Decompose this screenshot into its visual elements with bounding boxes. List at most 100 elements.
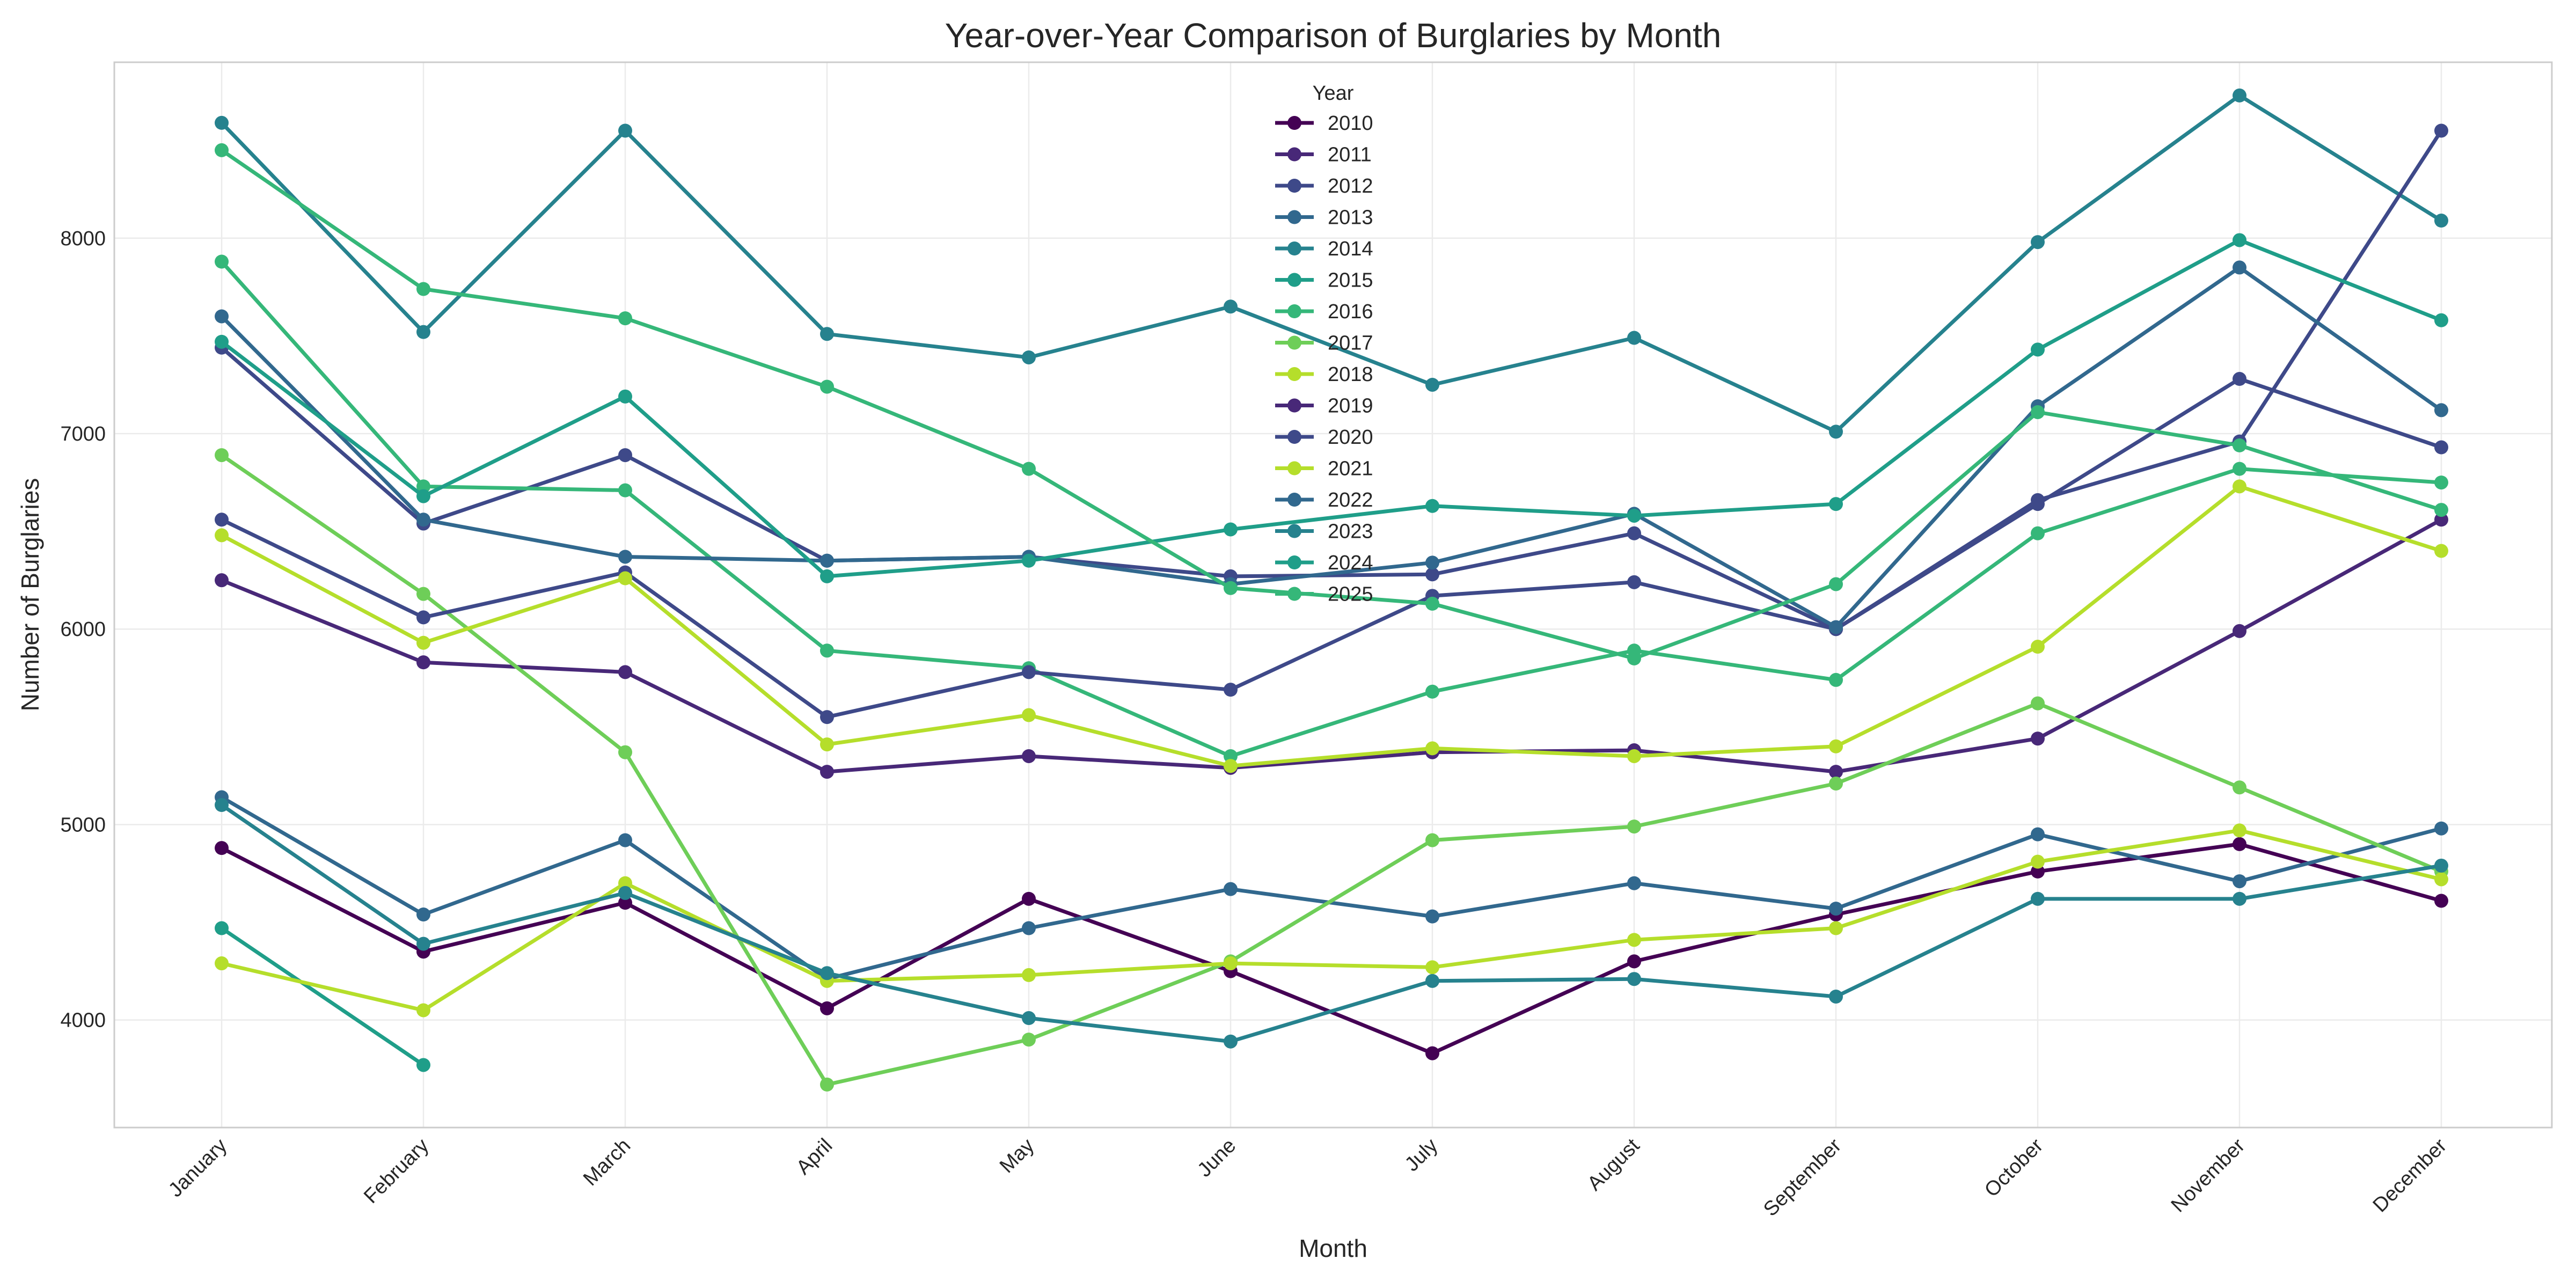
series-2010	[215, 837, 2448, 1060]
legend-item: 2012	[1275, 175, 1373, 197]
legend-label: 2015	[1328, 269, 1373, 292]
data-point	[2031, 854, 2045, 869]
data-point	[215, 921, 229, 935]
data-point	[416, 1058, 430, 1072]
x-tick-label: March	[579, 1135, 635, 1190]
legend-swatch-marker	[1287, 304, 1301, 318]
data-point	[820, 1077, 834, 1092]
data-point	[2031, 891, 2045, 906]
x-tick-label: September	[1759, 1134, 1846, 1220]
legend-label: 2012	[1328, 175, 1373, 197]
series-line	[219, 926, 426, 1067]
data-point	[2233, 891, 2246, 906]
data-point	[1829, 577, 1843, 591]
data-point	[1829, 902, 1843, 916]
y-tick-label: 6000	[60, 618, 106, 641]
data-point	[618, 571, 632, 586]
data-point	[2031, 731, 2045, 746]
legend-item: 2020	[1275, 426, 1373, 449]
data-point	[2031, 696, 2045, 711]
legend-title: Year	[1313, 82, 1354, 105]
data-point	[2434, 440, 2448, 455]
data-point	[618, 550, 632, 564]
data-point	[2233, 260, 2246, 275]
legend-item: 2011	[1275, 144, 1372, 166]
data-point	[2233, 438, 2246, 452]
data-point	[416, 489, 430, 503]
data-point	[1224, 956, 1238, 971]
data-point	[1425, 567, 1439, 582]
legend-item: 2010	[1275, 112, 1373, 135]
data-point	[2434, 503, 2448, 517]
legend-label: 2016	[1328, 301, 1373, 323]
data-point	[820, 327, 834, 341]
data-point	[1829, 765, 1843, 779]
data-point	[618, 745, 632, 759]
data-point	[1224, 683, 1238, 697]
data-point	[1627, 331, 1641, 345]
legend-swatch-marker	[1287, 587, 1301, 601]
x-axis: January February March April May June July Augu…	[164, 1134, 2451, 1220]
data-point	[1829, 739, 1843, 753]
data-point	[2434, 858, 2448, 873]
data-point	[2233, 780, 2246, 795]
data-point	[2233, 88, 2246, 103]
data-point	[820, 569, 834, 583]
series-2014	[215, 88, 2448, 439]
legend-label: 2013	[1328, 207, 1373, 229]
data-point	[1022, 749, 1036, 763]
data-point	[1022, 891, 1036, 906]
data-point	[215, 528, 229, 543]
data-point	[820, 966, 834, 980]
series-2016	[215, 254, 2448, 763]
legend-swatch-marker	[1287, 241, 1301, 255]
legend-item: 2013	[1275, 207, 1373, 229]
x-tick-label: June	[1193, 1135, 1240, 1182]
data-point	[1224, 1034, 1238, 1049]
series-line	[219, 260, 2443, 758]
data-point	[416, 325, 430, 339]
legend-swatch-marker	[1287, 273, 1301, 287]
data-point	[1829, 989, 1843, 1004]
data-point	[820, 553, 834, 568]
data-point	[1425, 377, 1439, 392]
data-point	[618, 665, 632, 679]
data-point	[1627, 819, 1641, 834]
data-point	[1224, 882, 1238, 896]
data-point	[1022, 553, 1036, 568]
data-point	[1224, 581, 1238, 595]
legend-item: 2016	[1275, 301, 1373, 323]
data-point	[1829, 672, 1843, 687]
data-point	[2031, 405, 2045, 419]
data-point	[215, 956, 229, 971]
x-tick-label: October	[1980, 1134, 2048, 1202]
data-point	[1224, 522, 1238, 537]
data-point	[2434, 821, 2448, 836]
data-point	[1627, 933, 1641, 947]
data-point	[1829, 921, 1843, 935]
data-point	[1627, 575, 1641, 589]
data-point	[618, 389, 632, 404]
legend-item: 2024	[1275, 552, 1373, 574]
data-point	[1425, 499, 1439, 513]
data-point	[2434, 894, 2448, 908]
data-point	[2031, 342, 2045, 357]
data-point	[1022, 921, 1036, 935]
y-tick-label: 7000	[60, 423, 106, 445]
data-point	[1627, 972, 1641, 986]
series-line	[219, 828, 2443, 1012]
series-line	[219, 238, 2443, 579]
data-point	[820, 765, 834, 779]
data-point	[215, 798, 229, 813]
data-point	[416, 479, 430, 494]
series-2013	[215, 790, 2448, 986]
data-point	[215, 115, 229, 130]
data-point	[1425, 960, 1439, 975]
legend-label: 2011	[1328, 144, 1372, 166]
data-point	[2031, 640, 2045, 654]
y-tick-label: 8000	[60, 228, 106, 250]
legend-label: 2025	[1328, 583, 1373, 606]
data-point	[1425, 741, 1439, 756]
data-point	[618, 448, 632, 463]
data-point	[820, 710, 834, 724]
